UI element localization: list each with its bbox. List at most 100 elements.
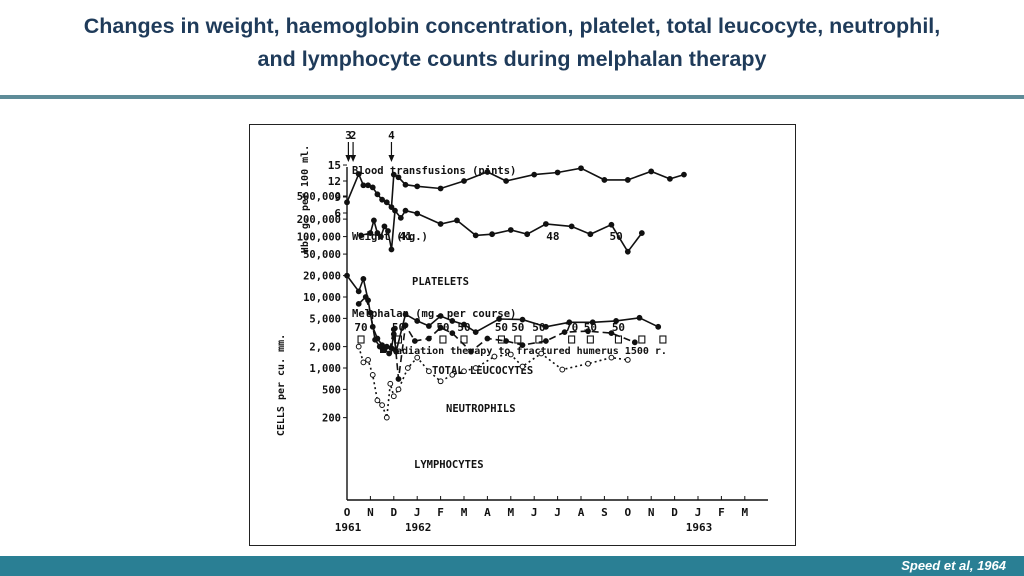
neutrophils-point xyxy=(390,326,397,333)
total-leucocytes-point xyxy=(496,316,503,322)
hb-point xyxy=(369,184,376,191)
melphalan-course-box xyxy=(357,335,365,344)
transfusion-arrowhead xyxy=(388,155,395,162)
neutrophils-point xyxy=(437,324,444,331)
hb-point xyxy=(667,175,673,182)
platelets-point xyxy=(402,207,409,214)
cells-tick-label: 20,000 xyxy=(303,271,341,283)
hb-point xyxy=(355,171,362,177)
year-label: 1963 xyxy=(686,521,713,534)
total-leucocytes-point xyxy=(360,275,367,282)
hb-axis-label: Hb. g. per 100 ml. xyxy=(300,145,311,253)
hb-point xyxy=(383,199,390,206)
platelets-point xyxy=(397,214,404,221)
melphalan-course-box xyxy=(659,335,667,344)
platelets-point xyxy=(568,223,575,230)
melphalan-course-box xyxy=(638,335,646,344)
month-label: A xyxy=(484,506,491,519)
total-leucocytes-point xyxy=(655,323,662,330)
neutrophils-point xyxy=(543,338,549,344)
weight-value: 41 xyxy=(399,230,413,243)
hb-tick-label: 6 xyxy=(334,207,341,220)
cells-tick-label: 1,000 xyxy=(309,363,341,375)
hb-point xyxy=(554,169,561,176)
hb-point xyxy=(402,181,409,188)
neutrophils-point xyxy=(411,338,418,344)
hb-point xyxy=(681,171,687,178)
lymphocytes-point xyxy=(360,359,367,366)
platelets-point xyxy=(638,230,645,236)
platelets-point xyxy=(624,248,631,255)
neutrophils-point xyxy=(503,338,510,344)
melphalan-course-box xyxy=(439,335,447,344)
month-label: S xyxy=(601,506,608,519)
total-leucocytes-point xyxy=(543,323,549,330)
hb-point xyxy=(414,183,421,190)
lymphocytes-point xyxy=(404,365,411,371)
platelet-tick-label: 100,000 xyxy=(297,232,341,244)
hb-point xyxy=(365,182,371,189)
hb-point xyxy=(624,177,631,183)
lymphocytes-point xyxy=(461,368,467,375)
lymphocytes-point xyxy=(355,343,362,350)
hb-point xyxy=(484,169,491,175)
lymphocytes-point xyxy=(390,393,397,400)
lymphocytes-point xyxy=(519,363,526,370)
total-leucocytes-point xyxy=(636,314,643,321)
cells-tick-label: 500 xyxy=(322,384,341,396)
citation: Speed et al, 1964 xyxy=(901,558,1006,573)
transfusion-arrowhead xyxy=(350,155,357,162)
lymphocytes-point xyxy=(387,380,394,387)
platelets-point xyxy=(385,228,391,234)
hb-point xyxy=(601,177,608,183)
neutrophils-point xyxy=(362,294,369,300)
platelets-point xyxy=(507,227,514,233)
platelets-point xyxy=(608,221,615,228)
neutrophils-point xyxy=(585,328,591,335)
month-label: J xyxy=(554,506,561,519)
hb-point xyxy=(360,182,367,189)
hb-point xyxy=(395,174,402,181)
melphalan-dose: 50 xyxy=(612,321,625,334)
melphalan-course-box xyxy=(614,335,622,344)
title-line-1: Changes in weight, haemoglobin concentra… xyxy=(83,14,941,38)
month-label: N xyxy=(367,506,374,519)
platelets-series-label: PLATELETS xyxy=(412,276,469,288)
total-leucocytes-point xyxy=(437,313,444,319)
platelets-point xyxy=(543,221,549,227)
hb-tick-label: 12 xyxy=(328,175,341,188)
lymphocytes-point xyxy=(374,397,381,404)
total-leucocytes-series-label: TOTAL LEUCOCYTES xyxy=(432,365,533,377)
neutrophils-point xyxy=(386,350,393,357)
hb-point xyxy=(344,199,350,206)
platelets-point xyxy=(524,231,531,238)
neutrophils-point xyxy=(376,343,383,350)
lymphocytes-point xyxy=(379,402,386,409)
platelet-tick-label: 50,000 xyxy=(303,249,341,261)
lymphocytes-point xyxy=(437,378,444,385)
hb-tick-label: 9 xyxy=(334,191,341,204)
neutrophils-point xyxy=(561,329,568,336)
hb-point xyxy=(531,171,538,178)
month-label: F xyxy=(437,506,444,519)
radiation-label: Radiation therapy to fractured humerus 1… xyxy=(390,345,667,357)
lymphocytes-point xyxy=(559,366,566,373)
total-leucocytes-point xyxy=(589,319,596,326)
lymphocytes-point xyxy=(585,360,591,367)
transfusion-count: 3 xyxy=(345,129,352,142)
neutrophils-point xyxy=(426,335,432,342)
lymphocytes-point xyxy=(624,357,631,363)
melphalan-course-box xyxy=(460,335,468,344)
platelets-point xyxy=(587,231,594,238)
lymphocytes-point xyxy=(369,371,376,378)
lymphocytes-point xyxy=(507,351,514,358)
melphalan-course-box xyxy=(568,335,576,344)
month-label: O xyxy=(624,506,631,519)
total-leucocytes-point xyxy=(344,272,350,279)
month-label: F xyxy=(718,506,725,519)
weight-value: 48 xyxy=(546,230,559,243)
total-leucocytes-point xyxy=(472,329,479,336)
platelets-point xyxy=(472,232,479,239)
melphalan-course-box xyxy=(586,335,594,344)
neutrophils-point xyxy=(355,300,362,307)
